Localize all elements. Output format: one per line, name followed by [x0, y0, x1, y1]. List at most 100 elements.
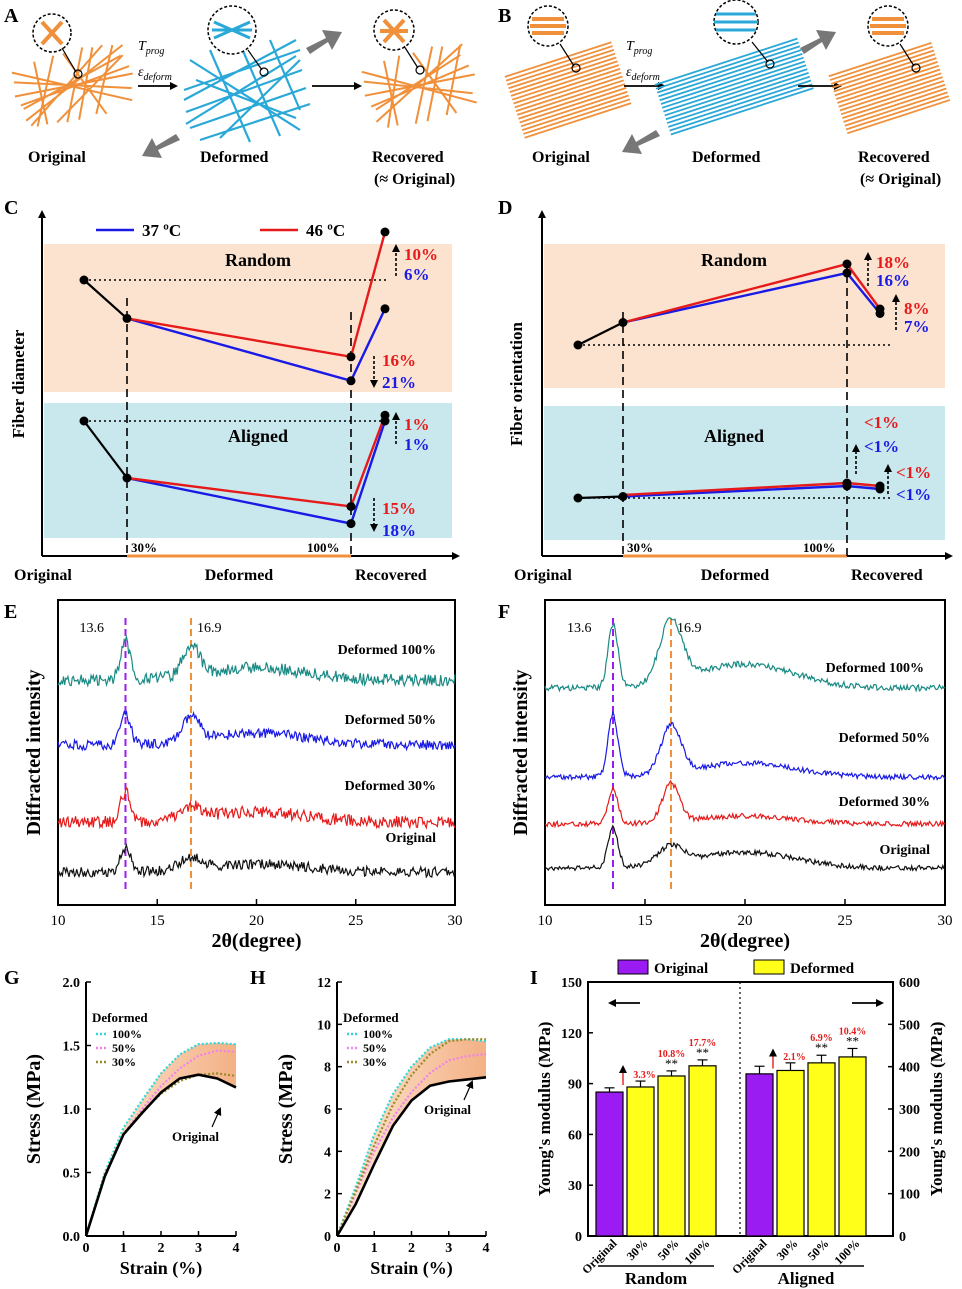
x-tick-label: Original: [729, 1236, 770, 1277]
chart-panels: 37 ºC 46 ºC C Fiber diameter Original Deforme…: [4, 197, 953, 1288]
strain-mark-100: 100%: [803, 540, 836, 555]
state-original-b: Original: [532, 149, 590, 166]
svg-text:εdeform: εdeform: [138, 65, 172, 83]
x-tick-label: 15: [638, 913, 653, 929]
original-segment: [83, 420, 128, 479]
random-band: [44, 244, 452, 392]
x-tick-label: 1: [371, 1241, 378, 1256]
y-axis-label: Diffracted intensity: [23, 669, 45, 835]
y-tick-label: 10: [317, 1018, 331, 1033]
y-tick-label: 12: [317, 976, 331, 991]
annot-rec-37: 7%: [904, 317, 930, 336]
xrd-trace: [57, 709, 456, 752]
group-label-aligned: Aligned: [778, 1269, 835, 1288]
percent-change: 10.4%: [839, 1026, 867, 1037]
percent-change: 2.1%: [783, 1052, 806, 1063]
data-point: [875, 481, 885, 491]
panel-a: A Tprog εdeform: [4, 5, 477, 188]
original-segment: [577, 495, 624, 500]
original-segment: [577, 321, 624, 346]
xrd-trace: [57, 634, 456, 688]
x-tick-label: 3: [445, 1241, 452, 1256]
x-tick-label: 0: [83, 1241, 90, 1256]
y-tick-label: 8: [324, 1061, 331, 1076]
y-tick-label: 0.0: [63, 1230, 81, 1245]
percent-change: 6.9%: [810, 1033, 833, 1044]
e-deform-symbol-b: ε: [626, 65, 632, 80]
state-approx-b: (≈ Original): [860, 171, 941, 188]
data-point: [842, 259, 852, 269]
series-label: Deformed 30%: [839, 795, 930, 810]
significance-mark: **: [815, 1040, 828, 1055]
significance-mark: **: [665, 1056, 678, 1071]
legend-temperature: 37 ºC 46 ºC: [96, 221, 345, 240]
x-label-original: Original: [514, 567, 572, 584]
fiber-mat-aligned-deformed: [654, 37, 814, 136]
y-axis-label-left: Young's modulus (MPa): [535, 1022, 554, 1197]
fiber-mat-aligned-recovered: [828, 42, 951, 135]
bar: [807, 1062, 836, 1237]
x-tick-label: 30: [938, 913, 953, 929]
significance-mark: **: [696, 1045, 709, 1060]
xrd-trace: [544, 617, 946, 693]
state-deformed-b: Deformed: [692, 149, 761, 166]
zoom-bubble-original-a: [32, 13, 83, 79]
panel-label: G: [4, 967, 20, 989]
y-tick-label: 4: [324, 1145, 331, 1160]
data-point: [346, 376, 356, 386]
peak-label-16-9: 16.9: [197, 621, 222, 636]
state-recovered-b: Recovered: [858, 149, 930, 166]
state-approx-a: (≈ Original): [374, 171, 455, 188]
panel-label: H: [250, 967, 266, 989]
panel-c: C Fiber diameter Original Deformed Recovered…: [4, 197, 460, 584]
curve-50pct: [84, 1049, 237, 1237]
bar: [657, 1075, 686, 1237]
percent-change: 17.7%: [689, 1038, 717, 1049]
t-prog-subscript: prog: [145, 46, 165, 57]
percent-change: 10.8%: [658, 1049, 686, 1060]
svg-text:Tprog: Tprog: [138, 39, 164, 57]
legend-label-original: Original: [654, 961, 708, 977]
series-label: Original: [385, 831, 436, 846]
zoom-bubble-recovered-b: [867, 5, 921, 73]
xrd-trace: [544, 710, 946, 782]
x-tick-label: 50%: [655, 1236, 682, 1263]
x-tick-label: 100%: [682, 1236, 713, 1267]
group-label-random: Random: [225, 250, 291, 270]
data-point: [346, 519, 356, 529]
x-tick-label: 20: [249, 913, 264, 929]
y-tick-label-right: 500: [899, 1018, 920, 1033]
series-label: Original: [879, 843, 930, 858]
y-tick-label-right: 300: [899, 1103, 920, 1118]
curve-original: [84, 1073, 237, 1237]
y-tick-label-right: 0: [899, 1230, 906, 1245]
percent-change: 3.3%: [633, 1070, 656, 1081]
panel-e: E 10 15 20 25 30 2θ(degree) Diffracted intensit…: [4, 599, 463, 952]
data-point: [79, 416, 89, 426]
annotation-arrow: [211, 1107, 222, 1128]
y-axis-label: Stress (MPa): [275, 1054, 297, 1164]
x-tick-label: 4: [483, 1241, 490, 1256]
panel-d: D Fiber orientation Original Deformed Recove…: [498, 197, 953, 584]
annot-rec-37: 6%: [404, 265, 430, 284]
strain-mark-30: 30%: [131, 540, 157, 555]
curve-50pct: [335, 1052, 487, 1237]
x-tick-label: 30: [448, 913, 463, 929]
plot-frame: [544, 599, 946, 906]
fiber-mat-random-original: [11, 44, 133, 127]
bar: [776, 1069, 805, 1237]
bar: [626, 1086, 655, 1237]
panel-label: D: [498, 197, 512, 219]
fiber-mat-random-recovered: [361, 43, 477, 128]
e-deform-symbol: ε: [138, 65, 144, 80]
y-tick-label-right: 400: [899, 1061, 920, 1076]
peak-label-13-6: 13.6: [79, 621, 104, 636]
x-tick-label: 25: [838, 913, 853, 929]
x-tick-label: 25: [348, 913, 363, 929]
group-label-aligned: Aligned: [228, 426, 288, 446]
series-label: Deformed 50%: [839, 731, 930, 746]
x-tick-label: 0: [334, 1241, 341, 1256]
y-tick-label: 6: [324, 1103, 331, 1118]
peak-label-13-6: 13.6: [567, 621, 592, 636]
x-axis-label: Strain (%): [120, 1258, 203, 1279]
